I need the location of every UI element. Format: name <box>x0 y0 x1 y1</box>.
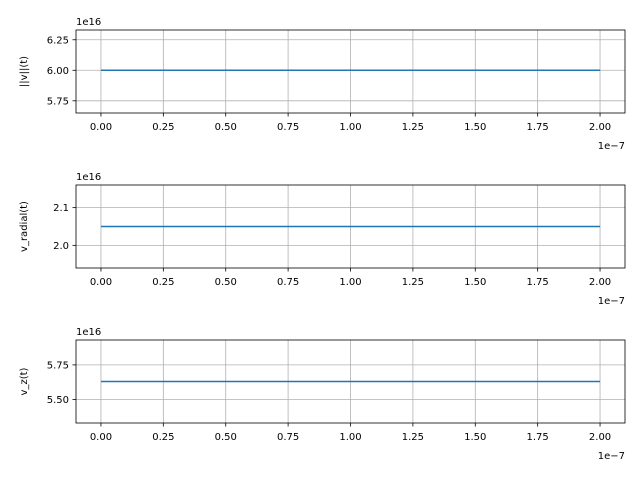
x-tick-label: 1.00 <box>339 277 361 288</box>
y-axis-label: v_radial(t) <box>19 201 30 252</box>
y-tick-label: 2.1 <box>53 203 69 214</box>
x-tick-label: 1.75 <box>527 277 549 288</box>
x-tick-label: 0.25 <box>152 432 174 443</box>
x-offset-label: 1e−7 <box>598 141 625 152</box>
x-tick-label: 1.75 <box>527 122 549 133</box>
x-tick-label: 1.50 <box>464 122 486 133</box>
x-tick-label: 0.00 <box>90 277 112 288</box>
x-tick-label: 0.00 <box>90 432 112 443</box>
x-tick-label: 0.50 <box>215 432 237 443</box>
subplot-2: 0.00 0.25 0.50 0.75 1.00 1.25 1.50 1.75 2.00 2.0 2… <box>19 172 626 307</box>
y-tick-label: 5.50 <box>47 395 69 406</box>
x-tick-label: 1.00 <box>339 122 361 133</box>
x-tick-label: 1.00 <box>339 432 361 443</box>
x-tick-label: 1.25 <box>402 122 424 133</box>
x-tick-label: 1.75 <box>527 432 549 443</box>
x-tick-label: 1.25 <box>402 432 424 443</box>
x-tick-label: 0.75 <box>277 277 299 288</box>
x-tick-label: 0.50 <box>215 277 237 288</box>
x-tick-label: 1.50 <box>464 432 486 443</box>
x-tick-label: 0.00 <box>90 122 112 133</box>
y-tick-label: 2.0 <box>53 241 69 252</box>
x-tick-label: 2.00 <box>589 277 611 288</box>
x-tick-label: 0.25 <box>152 277 174 288</box>
y-tick-label: 5.75 <box>47 360 69 371</box>
y-offset-label: 1e16 <box>76 327 101 338</box>
x-tick-label: 0.75 <box>277 122 299 133</box>
x-tick-label: 0.50 <box>215 122 237 133</box>
y-tick-label: 5.75 <box>47 96 69 107</box>
y-tick-label: 6.00 <box>47 66 69 77</box>
subplot-3: 0.00 0.25 0.50 0.75 1.00 1.25 1.50 1.75 2.00 5.50… <box>19 327 626 462</box>
x-tick-label: 2.00 <box>589 122 611 133</box>
x-tick-label: 0.75 <box>277 432 299 443</box>
y-axis-label: v_z(t) <box>19 367 30 395</box>
x-tick-label: 0.25 <box>152 122 174 133</box>
y-offset-label: 1e16 <box>76 172 101 183</box>
x-tick-label: 1.50 <box>464 277 486 288</box>
x-offset-label: 1e−7 <box>598 451 625 462</box>
y-axis-label: ||v||(t) <box>19 56 30 87</box>
x-tick-label: 2.00 <box>589 432 611 443</box>
y-tick-label: 6.25 <box>47 35 69 46</box>
x-offset-label: 1e−7 <box>598 296 625 307</box>
x-tick-label: 1.25 <box>402 277 424 288</box>
subplot-1: 0.00 0.25 0.50 0.75 1.00 1.25 1.50 1.75 2.00 5.75… <box>19 17 626 152</box>
y-offset-label: 1e16 <box>76 17 101 28</box>
